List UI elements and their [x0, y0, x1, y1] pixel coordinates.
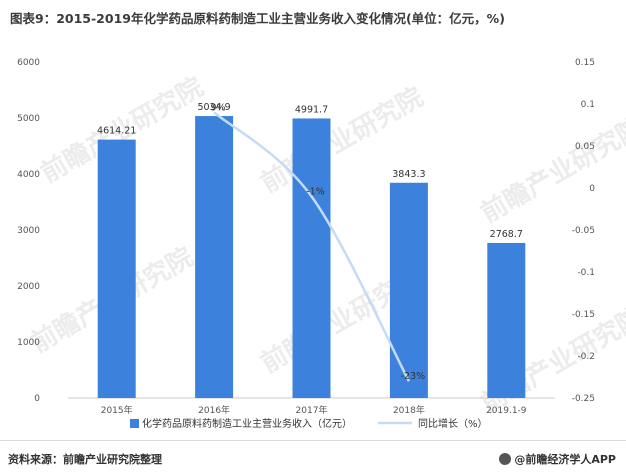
bar — [389, 182, 428, 398]
y-left-tick-label: 3000 — [17, 226, 40, 236]
y-right-tick-label: -0.1 — [577, 268, 595, 278]
y-right-tick-label: 0.05 — [575, 142, 595, 152]
growth-value-label: -1% — [306, 186, 325, 197]
y-right-tick-label: 0 — [589, 184, 595, 194]
y-left-tick-label: 1000 — [17, 338, 40, 348]
footer: 资料来源：前瞻产业研究院整理 @前瞻经济学人APP — [0, 440, 626, 467]
y-left-tick-label: 0 — [34, 394, 40, 404]
x-tick-label: 2019.1-9 — [486, 406, 527, 416]
growth-value-label: 9% — [211, 102, 226, 113]
legend-bar-swatch — [130, 419, 139, 428]
y-right-tick-label: -0.25 — [572, 394, 595, 404]
x-tick-label: 2018年 — [393, 404, 425, 416]
legend-bar-label: 化学药品原料药制造工业主营业务收入（亿元） — [142, 417, 352, 430]
bar-value-label: 4991.7 — [295, 104, 328, 115]
growth-line — [213, 111, 411, 382]
y-left-tick-label: 5000 — [17, 114, 40, 124]
y-right-tick-label: 0.15 — [575, 58, 595, 68]
x-tick-label: 2015年 — [101, 404, 133, 416]
y-right-tick-label: 0.1 — [581, 100, 595, 110]
y-right-tick-label: -0.2 — [577, 352, 595, 362]
y-left-tick-label: 2000 — [17, 282, 40, 292]
brand-label: @前瞻经济学人APP — [499, 451, 616, 467]
brand-text: @前瞻经济学人APP — [514, 453, 616, 466]
y-left-tick-label: 6000 — [17, 58, 40, 68]
x-tick-label: 2017年 — [296, 404, 328, 416]
y-right-tick-label: -0.05 — [572, 226, 595, 236]
bar — [292, 118, 331, 399]
paw-icon — [499, 453, 512, 465]
legend-line-label: 同比增长（%） — [418, 417, 488, 430]
bar-value-label: 2768.7 — [490, 229, 523, 240]
chart-title: 图表9：2015-2019年化学药品原料药制造工业主营业务收入变化情况(单位：亿… — [10, 11, 505, 26]
bar-value-label: 4614.21 — [97, 126, 136, 137]
bar-value-label: 5034.9 — [197, 102, 230, 113]
y-left-tick-label: 4000 — [17, 170, 40, 180]
source-note: 资料来源：前瞻产业研究院整理 — [8, 453, 162, 466]
bar — [487, 242, 526, 398]
x-tick-label: 2016年 — [198, 404, 230, 416]
growth-value-label: -23% — [401, 371, 426, 382]
bar — [97, 139, 136, 398]
bar — [195, 116, 234, 399]
bar-value-label: 3843.3 — [392, 169, 425, 180]
y-right-tick-label: -0.15 — [572, 310, 595, 320]
chart-area: 0 1000 2000 3000 4000 5000 6000 -0.25 -0.2 -0.15 -… — [17, 58, 595, 430]
